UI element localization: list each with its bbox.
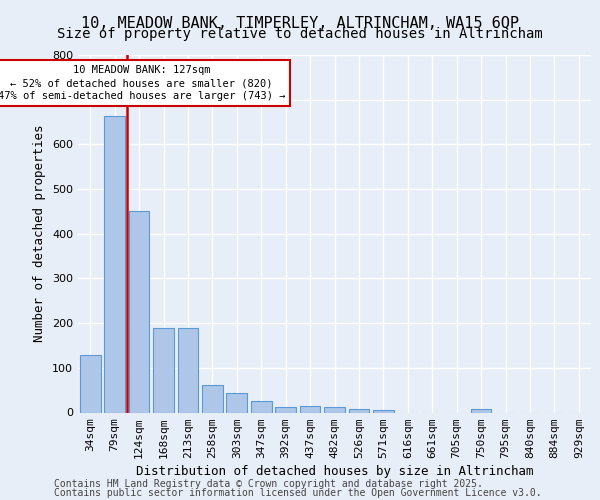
Bar bbox=[153, 328, 174, 412]
Y-axis label: Number of detached properties: Number of detached properties bbox=[34, 125, 46, 342]
Bar bbox=[251, 402, 272, 412]
Bar bbox=[373, 410, 394, 412]
Bar bbox=[202, 385, 223, 412]
X-axis label: Distribution of detached houses by size in Altrincham: Distribution of detached houses by size … bbox=[136, 465, 533, 478]
Text: 10 MEADOW BANK: 127sqm
← 52% of detached houses are smaller (820)
47% of semi-de: 10 MEADOW BANK: 127sqm ← 52% of detached… bbox=[0, 65, 285, 101]
Text: Size of property relative to detached houses in Altrincham: Size of property relative to detached ho… bbox=[57, 27, 543, 41]
Bar bbox=[80, 356, 101, 412]
Bar bbox=[178, 328, 199, 412]
Bar bbox=[128, 210, 149, 412]
Bar bbox=[470, 409, 491, 412]
Bar bbox=[104, 116, 125, 412]
Text: Contains HM Land Registry data © Crown copyright and database right 2025.: Contains HM Land Registry data © Crown c… bbox=[54, 479, 483, 489]
Bar bbox=[349, 409, 370, 412]
Bar bbox=[324, 407, 345, 412]
Bar bbox=[275, 407, 296, 412]
Bar bbox=[226, 394, 247, 412]
Text: Contains public sector information licensed under the Open Government Licence v3: Contains public sector information licen… bbox=[54, 488, 542, 498]
Bar bbox=[299, 406, 320, 412]
Text: 10, MEADOW BANK, TIMPERLEY, ALTRINCHAM, WA15 6QP: 10, MEADOW BANK, TIMPERLEY, ALTRINCHAM, … bbox=[81, 16, 519, 31]
